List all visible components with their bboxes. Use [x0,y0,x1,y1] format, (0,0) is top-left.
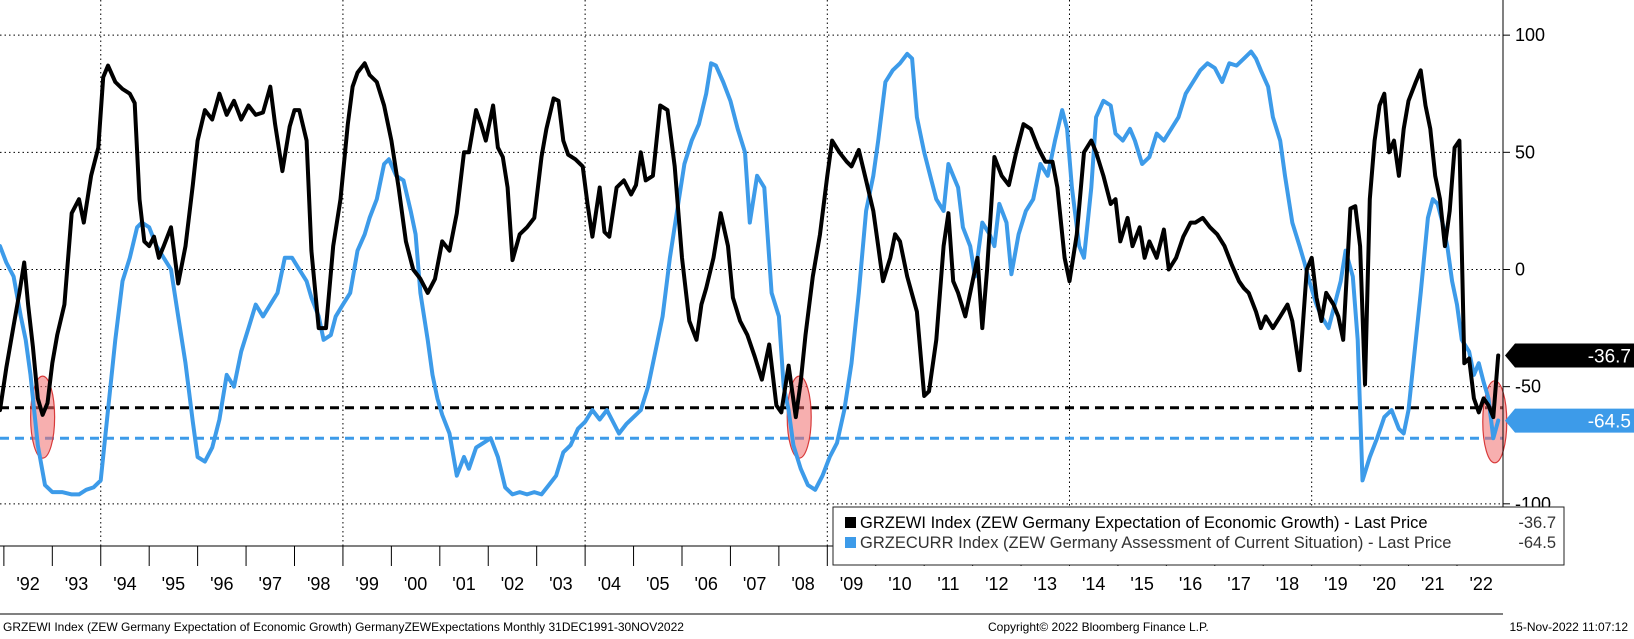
series-lines [0,49,1501,497]
last-value-label: -36.7 [1588,346,1631,367]
grid [0,0,1503,546]
x-tick-label: '18 [1276,574,1299,594]
x-tick-label: '09 [840,574,863,594]
legend-swatch [845,537,856,548]
x-tick-label: '13 [1034,574,1057,594]
y-tick-label: 0 [1515,259,1525,279]
x-tick-label: '07 [743,574,766,594]
x-tick-label: '14 [1082,574,1105,594]
x-tick-label: '03 [549,574,572,594]
legend-label: GRZECURR Index (ZEW Germany Assessment o… [860,534,1451,552]
legend-swatch [845,517,856,528]
x-tick-label: '22 [1469,574,1492,594]
series-line [0,61,1501,420]
x-tick-label: '96 [210,574,233,594]
footer-timestamp: 15-Nov-2022 11:07:12 [1509,620,1628,634]
x-tick-label: '20 [1373,574,1396,594]
x-tick-label: '10 [888,574,911,594]
footer-source: GRZEWI Index (ZEW Germany Expectation of… [3,620,684,634]
legend-box [832,506,1565,566]
y-tick-label: -50 [1515,377,1541,397]
x-tick-label: '08 [791,574,814,594]
x-tick-label: '95 [162,574,185,594]
x-tick-label: '16 [1179,574,1202,594]
last-value-marker [1505,408,1634,433]
x-tick-label: '06 [694,574,717,594]
x-tick-label: '21 [1421,574,1444,594]
x-tick-label: '02 [501,574,524,594]
x-tick-label: '98 [307,574,330,594]
x-tick-label: '05 [646,574,669,594]
legend-label: GRZEWI Index (ZEW Germany Expectation of… [860,514,1428,532]
legend: GRZEWI Index (ZEW Germany Expectation of… [832,506,1565,566]
reference-lines [0,406,1503,440]
x-tick-label: '17 [1227,574,1250,594]
x-axis-ticks: '92 '93 '94 '95 '96 '97 '98 '99 '00 '01 '02 '03 '04 '… [3,546,1493,594]
x-tick-label: '12 [985,574,1008,594]
x-tick-label: '92 [16,574,39,594]
legend-value: -36.7 [1518,514,1556,532]
y-tick-label: 50 [1515,142,1535,162]
x-tick-label: '15 [1130,574,1153,594]
x-tick-label: '93 [65,574,88,594]
last-value-label: -64.5 [1588,412,1631,433]
last-value-marker [1505,343,1634,368]
series-line [0,49,1501,497]
x-tick-label: '97 [259,574,282,594]
x-tick-label: '94 [113,574,136,594]
x-tick-label: '11 [937,574,959,594]
x-tick-label: '00 [404,574,427,594]
highlights [30,375,1508,464]
last-value-markers: -36.7 -64.5 [1505,343,1634,433]
x-tick-label: '04 [598,574,621,594]
x-tick-label: '01 [452,574,475,594]
y-tick-label: 100 [1515,25,1545,45]
x-tick-label: '19 [1324,574,1347,594]
footer-copyright: Copyright© 2022 Bloomberg Finance L.P. [988,620,1209,634]
legend-value: -64.5 [1518,534,1556,552]
x-tick-label: '99 [355,574,378,594]
